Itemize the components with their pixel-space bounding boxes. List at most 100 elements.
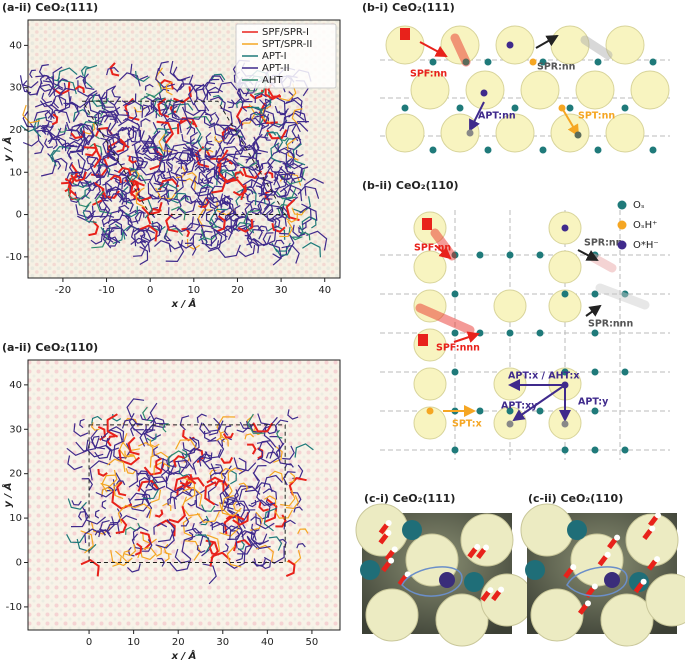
trajectory xyxy=(83,146,102,169)
trajectory xyxy=(99,113,122,127)
trajectory xyxy=(67,187,86,202)
trajectory xyxy=(101,499,107,510)
trajectory xyxy=(263,507,277,532)
trajectory xyxy=(135,70,150,82)
trajectory xyxy=(253,108,262,116)
trajectory xyxy=(75,437,100,452)
trajectory xyxy=(285,198,300,222)
o-atom xyxy=(476,329,484,337)
trajectory xyxy=(103,218,122,236)
o-atom xyxy=(529,58,537,66)
arrow xyxy=(435,245,452,260)
trajectory xyxy=(230,469,237,485)
trajectory xyxy=(209,96,226,112)
trajectory xyxy=(153,446,160,458)
trajectory xyxy=(257,413,278,426)
trajectory xyxy=(73,423,89,437)
trajectory xyxy=(134,161,149,169)
trajectory xyxy=(212,94,224,106)
ce-atom xyxy=(605,25,645,65)
trajectory xyxy=(191,139,202,160)
x-axis-label: x / Å xyxy=(171,297,197,310)
trajectory xyxy=(202,451,220,470)
trajectory xyxy=(165,213,179,233)
trajectory xyxy=(250,528,269,546)
trajectory xyxy=(239,144,258,161)
trajectory xyxy=(153,522,168,535)
h-atom xyxy=(474,543,481,550)
trajectory xyxy=(178,467,188,477)
trajectory xyxy=(188,489,199,494)
trajectory xyxy=(65,101,79,113)
trajectory xyxy=(138,441,154,456)
panel-title: (a-ii) CeO₂(110) xyxy=(2,341,98,354)
molecule xyxy=(400,28,410,40)
trajectory xyxy=(233,457,257,472)
path-label: SPF:nn xyxy=(410,69,447,80)
trajectory xyxy=(155,544,162,557)
trajectory xyxy=(246,533,268,545)
trajectory xyxy=(253,228,277,247)
trajectory xyxy=(140,94,159,110)
trajectory xyxy=(232,512,249,526)
trajectory xyxy=(269,435,284,452)
water xyxy=(597,555,608,567)
trajectory xyxy=(224,552,246,569)
trajectory xyxy=(134,211,146,224)
trajectory xyxy=(154,509,164,518)
trajectory xyxy=(155,529,175,549)
x-tick-label: 10 xyxy=(187,285,200,296)
trajectory xyxy=(274,170,280,180)
o-atom xyxy=(464,572,484,592)
trajectory xyxy=(243,543,260,555)
trajectory xyxy=(263,495,277,506)
trajectory xyxy=(299,166,309,181)
trajectory xyxy=(124,206,138,218)
trajectory xyxy=(106,66,119,76)
ce-atom xyxy=(413,289,447,323)
o-atom xyxy=(429,58,437,66)
trajectory xyxy=(142,479,160,500)
o-atom xyxy=(401,104,409,112)
trajectory xyxy=(84,508,106,525)
trajectory xyxy=(193,96,207,112)
trajectory xyxy=(306,230,328,251)
trajectory xyxy=(173,491,193,510)
trajectory xyxy=(101,153,116,164)
o-atom xyxy=(539,146,547,154)
trajectory xyxy=(213,164,227,185)
trajectory xyxy=(235,530,256,549)
trajectory xyxy=(139,223,161,242)
o-atom xyxy=(451,290,459,298)
trajectory xyxy=(107,458,126,472)
h-atom xyxy=(388,557,395,564)
trajectory xyxy=(67,455,83,471)
o-atom xyxy=(566,104,574,112)
trajectory xyxy=(100,111,117,132)
trajectory xyxy=(242,166,263,180)
trajectory xyxy=(161,458,180,476)
trajectory xyxy=(117,443,131,459)
h-atom xyxy=(655,512,662,519)
ce-atom xyxy=(530,588,584,642)
o-atom xyxy=(629,572,649,592)
trajectory xyxy=(254,163,264,172)
trajectory xyxy=(173,86,192,104)
trajectory xyxy=(88,220,100,237)
o-atom xyxy=(476,251,484,259)
trajectory xyxy=(131,170,140,179)
arrow xyxy=(469,101,485,132)
h-atom xyxy=(640,578,647,585)
trajectory xyxy=(171,99,184,119)
trajectory xyxy=(187,218,201,232)
trajectory xyxy=(156,120,174,144)
trajectory xyxy=(201,209,219,228)
y-tick-label: 20 xyxy=(9,469,22,480)
trajectory xyxy=(238,244,256,258)
trajectory xyxy=(196,413,207,424)
trajectory xyxy=(297,528,309,535)
ce-atom xyxy=(605,113,645,153)
trajectory xyxy=(220,467,232,480)
trajectory xyxy=(122,99,144,118)
trajectory xyxy=(196,544,206,554)
